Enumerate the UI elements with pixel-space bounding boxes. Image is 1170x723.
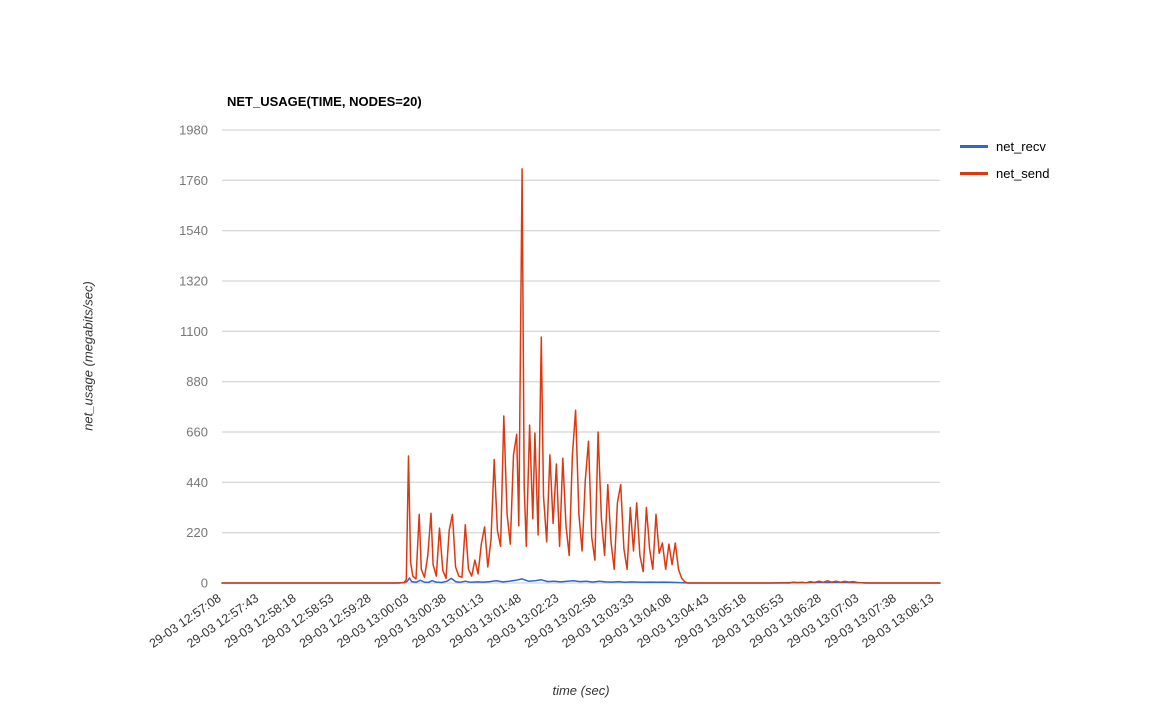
legend-label-net-recv: net_recv <box>996 138 1046 154</box>
gridlines <box>222 129 940 584</box>
y-tick-label: 1100 <box>180 324 208 339</box>
y-tick-label: 1540 <box>179 223 208 238</box>
chart-title: NET_USAGE(TIME, NODES=20) <box>227 94 422 109</box>
series-line-net_send <box>221 168 941 584</box>
y-tick-label: 440 <box>186 475 208 490</box>
y-tick-label: 1320 <box>179 274 208 289</box>
legend-label-net-send: net_send <box>996 165 1050 181</box>
y-tick-label: 220 <box>186 525 208 540</box>
y-tick-label: 660 <box>186 425 208 440</box>
legend-item-net-recv: net_recv <box>960 138 1050 154</box>
legend: net_recv net_send <box>960 138 1050 181</box>
legend-item-net-send: net_send <box>960 165 1050 181</box>
y-tick-label: 880 <box>186 374 208 389</box>
legend-swatch-net-recv-icon <box>960 144 988 148</box>
y-tick-label: 0 <box>201 576 208 591</box>
legend-swatch-net-send-icon <box>960 171 988 175</box>
y-axis-tick-labels: 0 220 440 660 880 1100 1320 1540 1760 1980 <box>179 123 208 591</box>
x-axis-title: time (sec) <box>552 683 610 698</box>
y-tick-label: 1980 <box>179 123 208 138</box>
y-tick-label: 1760 <box>179 173 208 188</box>
